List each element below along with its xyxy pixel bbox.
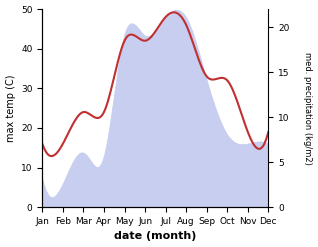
Y-axis label: med. precipitation (kg/m2): med. precipitation (kg/m2): [303, 52, 313, 165]
X-axis label: date (month): date (month): [114, 231, 197, 242]
Y-axis label: max temp (C): max temp (C): [5, 74, 16, 142]
